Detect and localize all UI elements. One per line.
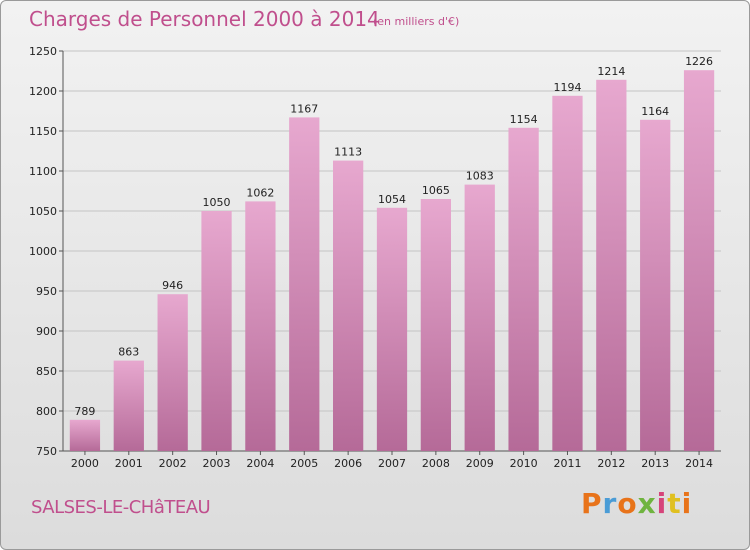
x-tick-labels: 2000 2001 2002 2003 2004 2005 2006 2007 2008 2009…	[71, 457, 713, 470]
y-tick-label: 1250	[29, 45, 57, 58]
x-tick-label: 2013	[641, 457, 669, 470]
logo-letter: r	[602, 487, 618, 520]
data-label: 1154	[510, 113, 538, 126]
logo-letter: t	[667, 487, 682, 520]
data-label: 1113	[334, 146, 362, 159]
bar	[113, 360, 144, 451]
data-label: 946	[162, 279, 183, 292]
bar	[420, 199, 452, 451]
y-tick-label: 1150	[29, 125, 57, 138]
bar	[683, 70, 715, 451]
y-tick-label: 1000	[29, 245, 57, 258]
x-tick-label: 2001	[115, 457, 143, 470]
x-tick-label: 2007	[378, 457, 406, 470]
data-label: 789	[74, 405, 95, 418]
data-labels: 789 863 946 1050 1062 1167 1113 1054 1065 1083 115…	[74, 55, 713, 418]
data-label: 1062	[246, 186, 274, 199]
chart-title: Charges de Personnel 2000 à 2014	[29, 7, 380, 31]
bar	[552, 95, 583, 452]
x-tick-label: 2000	[71, 457, 99, 470]
bar	[201, 211, 232, 451]
x-tick-label: 2008	[422, 457, 450, 470]
y-tick-label: 800	[36, 405, 57, 418]
y-tick-label: 950	[36, 285, 57, 298]
data-label: 1226	[685, 55, 713, 68]
data-label: 1065	[422, 184, 450, 197]
y-tick-label: 850	[36, 365, 57, 378]
logo-letter: i	[656, 487, 668, 520]
x-tick-label: 2014	[685, 457, 713, 470]
x-tick-label: 2005	[290, 457, 318, 470]
y-tick-label: 750	[36, 445, 57, 458]
bar	[596, 79, 627, 452]
data-label: 1164	[641, 105, 669, 118]
logo-letter: o	[617, 487, 638, 520]
bar	[640, 119, 671, 452]
bar	[289, 117, 320, 452]
bar	[69, 419, 101, 451]
data-label: 1167	[290, 102, 318, 115]
x-tick-label: 2002	[159, 457, 187, 470]
logo-letter: i	[681, 487, 693, 520]
x-tick-label: 2009	[466, 457, 494, 470]
logo-letter: P	[581, 487, 603, 520]
y-tick-label: 1200	[29, 85, 57, 98]
bar	[508, 127, 539, 452]
y-tick-label: 1050	[29, 205, 57, 218]
chart-subtitle: (en milliers d'€)	[373, 15, 460, 28]
y-tick-label: 900	[36, 325, 57, 338]
logo-letter: x	[637, 487, 657, 520]
bars	[69, 70, 715, 452]
proxiti-logo[interactable]: Proxiti	[581, 487, 692, 520]
y-tick-label: 1100	[29, 165, 57, 178]
x-tick-label: 2011	[553, 457, 581, 470]
data-label: 1214	[597, 65, 625, 78]
y-tick-labels: 750 800 850 900 950 1000 1050 1100 1150 1200 1250	[29, 45, 57, 458]
bar	[464, 184, 495, 451]
data-label: 1054	[378, 193, 406, 206]
city-name: SALSES-LE-CHâTEAU	[31, 497, 211, 518]
bar	[157, 294, 188, 451]
bar	[245, 201, 276, 451]
data-label: 863	[118, 346, 139, 359]
data-label: 1194	[553, 81, 581, 94]
x-tick-label: 2004	[246, 457, 274, 470]
x-tick-label: 2003	[203, 457, 231, 470]
data-label: 1083	[466, 170, 494, 183]
data-label: 1050	[203, 196, 231, 209]
x-tick-label: 2006	[334, 457, 362, 470]
x-tick-label: 2010	[510, 457, 538, 470]
bar	[376, 207, 408, 451]
x-tick-label: 2012	[597, 457, 625, 470]
bar	[332, 160, 364, 451]
